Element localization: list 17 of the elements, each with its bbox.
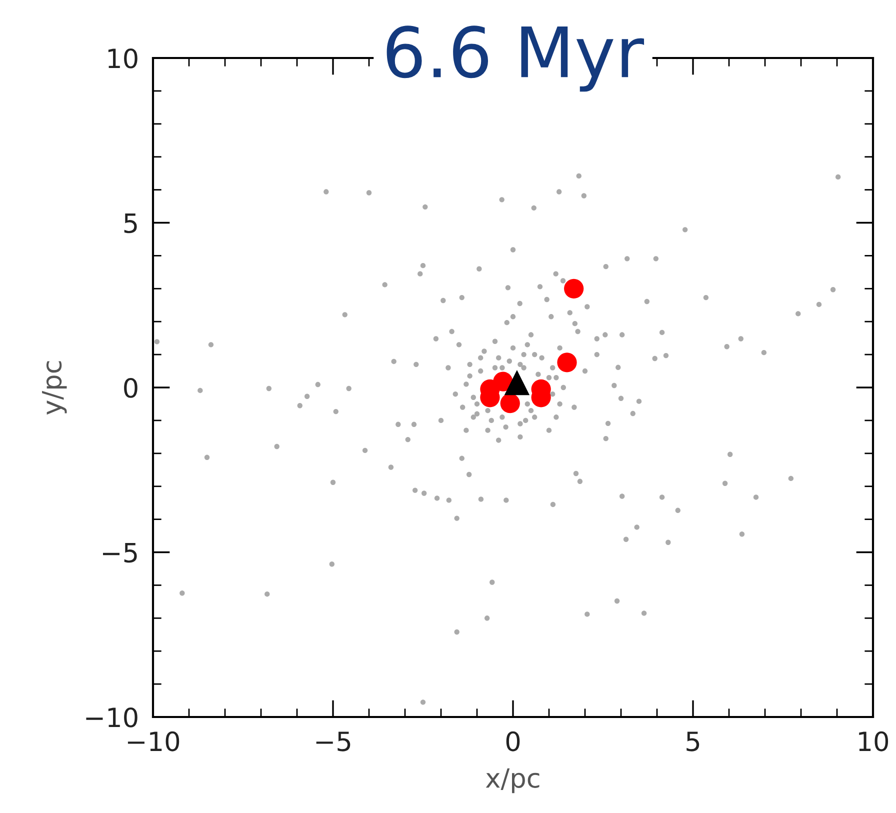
- y-axis-title: y/pc: [42, 361, 67, 415]
- x-axis-title: x/pc: [486, 768, 540, 794]
- point: [493, 372, 513, 392]
- x-tick-label: 5: [686, 732, 700, 752]
- point: [504, 370, 530, 396]
- point: [564, 278, 584, 298]
- y-tick-label: 0: [124, 378, 138, 398]
- y-tick-label: −10: [86, 707, 138, 728]
- point: [500, 393, 520, 414]
- x-tick-label: 10: [859, 731, 888, 752]
- y-tick-label: 10: [108, 48, 138, 68]
- x-tick-label: 0: [506, 731, 520, 752]
- y-tick-label: −5: [103, 543, 137, 563]
- x-tick-label: −5: [316, 732, 350, 752]
- y-tick-label: 5: [124, 214, 137, 234]
- chart-title: 6.6 Myr: [386, 26, 644, 92]
- point: [557, 352, 577, 372]
